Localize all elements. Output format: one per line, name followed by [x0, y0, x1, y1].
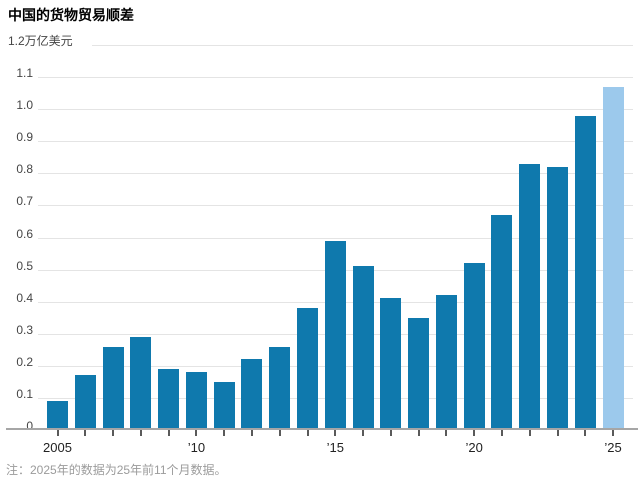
y-axis-unit-label: 1.2万亿美元 [8, 34, 73, 48]
bar-2017 [380, 298, 402, 428]
bar-2012 [241, 359, 263, 428]
bar-2014 [297, 308, 319, 428]
x-axis-tick [112, 430, 115, 436]
x-axis-tick [445, 430, 448, 436]
bar-2008 [130, 336, 152, 428]
y-axis-label: 0.6 [16, 226, 33, 241]
y-axis-label: 0.8 [16, 162, 33, 177]
y-axis-label: 0 [26, 419, 33, 433]
chart-title: 中国的货物贸易顺差 [8, 7, 134, 23]
bar-2024 [574, 115, 596, 428]
x-axis-tick [306, 430, 309, 436]
x-axis-label: ’15 [326, 440, 344, 455]
bar-2015 [324, 240, 346, 428]
x-axis-tick [612, 430, 615, 436]
bar-2025 [602, 86, 624, 428]
bar-2005 [47, 401, 68, 428]
x-axis-tick [389, 430, 392, 436]
y-axis-label: 0.5 [16, 258, 33, 273]
gridline [38, 173, 633, 175]
x-axis-tick [250, 430, 253, 436]
y-axis-label: 0.4 [16, 290, 33, 305]
bar-2009 [158, 369, 180, 428]
gridline [38, 77, 633, 79]
x-axis-tick [417, 430, 420, 436]
x-axis-tick [556, 430, 559, 436]
x-axis-label: 2005 [43, 440, 72, 455]
x-axis-line [6, 428, 638, 430]
y-axis-label: 1.0 [16, 98, 33, 113]
x-axis-tick [139, 430, 142, 436]
bar-2023 [547, 166, 569, 428]
x-axis-tick [334, 430, 337, 436]
gridline [38, 237, 633, 239]
bar-2013 [269, 346, 291, 428]
x-axis-tick [56, 430, 59, 436]
gridline [92, 45, 633, 46]
y-axis-label: 0.2 [16, 354, 33, 369]
bar-2018 [408, 317, 430, 428]
x-axis-tick [278, 430, 281, 436]
y-axis-label: 0.9 [16, 130, 33, 145]
x-axis-tick [528, 430, 531, 436]
x-axis-tick [223, 430, 226, 436]
bar-2022 [519, 163, 541, 428]
gridline [38, 109, 633, 111]
y-axis-label: 0.3 [16, 322, 33, 337]
bar-2021 [491, 215, 513, 428]
x-axis-tick [584, 430, 587, 436]
bar-2006 [74, 375, 96, 428]
x-axis-tick [362, 430, 365, 436]
x-axis-label: ’25 [604, 440, 622, 455]
x-axis-label: ’10 [187, 440, 206, 455]
bar-2007 [102, 346, 124, 428]
gridline [38, 205, 633, 207]
bar-2020 [463, 263, 485, 428]
x-axis-tick [167, 430, 170, 436]
chart-footnote: 注：2025年的数据为25年前11个月数据。 [6, 463, 227, 477]
y-axis-label: 1.1 [16, 66, 33, 81]
bar-2010 [185, 372, 207, 428]
gridline [38, 141, 633, 143]
x-axis-tick [500, 430, 503, 436]
y-axis-label: 0.7 [16, 194, 33, 209]
x-axis-label: ’20 [465, 440, 483, 455]
y-axis-label: 0.1 [16, 386, 33, 401]
bar-2016 [352, 266, 374, 428]
bar-2019 [435, 295, 457, 428]
x-axis-tick [84, 430, 87, 436]
x-axis-tick [473, 430, 476, 436]
x-axis-tick [195, 430, 198, 436]
bar-2011 [213, 381, 235, 428]
